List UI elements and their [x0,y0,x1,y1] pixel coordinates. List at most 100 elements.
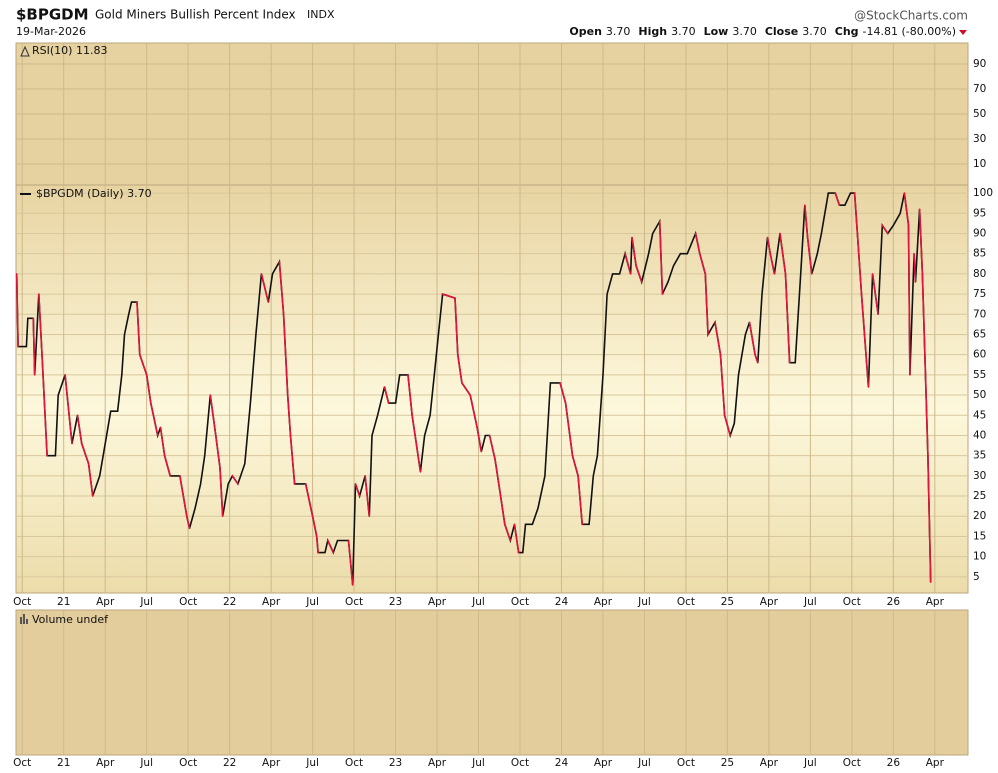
index-name: Gold Miners Bullish Percent Index [95,8,296,22]
x-tick-label: Jul [471,757,485,769]
decline-segment [80,442,90,465]
x-tick-label: Oct [179,757,197,769]
exchange: INDX [307,8,335,21]
decline-segment [441,293,456,299]
x-tick-label: Oct [677,757,695,769]
series-legend: $BPGDM (Daily) 3.70 [36,187,152,200]
quote-value: 3.70 [732,25,757,38]
decline-segment [364,475,371,518]
volume-panel [15,609,969,756]
decline-segment [38,293,43,348]
y-tick-label: 50 [973,108,986,120]
decline-segment [804,204,809,239]
decline-segment [311,515,318,538]
y-tick-label: 90 [973,58,986,70]
decline-segment [853,192,859,235]
y-tick-label: 10 [973,158,986,170]
x-tick-label: 25 [721,757,734,769]
y-tick-label: 5 [973,571,980,583]
price-panel [15,184,969,594]
y-tick-label: 10 [973,551,986,563]
decline-segment [315,535,319,554]
decline-segment [698,252,707,275]
decline-segment [918,208,924,275]
y-tick-label: 70 [973,308,986,320]
decline-segment [145,374,152,404]
decline-segment [907,224,911,376]
y-tick-label: 65 [973,328,986,340]
decline-segment [559,382,567,404]
x-tick-label: Oct [843,757,861,769]
y-tick-label: 35 [973,450,986,462]
decline-segment [150,402,159,437]
y-tick-label: 100 [973,187,993,199]
date: 19-Mar-2026 [16,25,86,38]
x-tick-label: 22 [223,596,236,608]
decline-segment [87,462,94,497]
decline-segment [748,321,756,356]
decline-segment [32,317,36,376]
x-tick-label: 26 [887,757,901,769]
x-tick-label: Apr [428,596,447,608]
decline-segment [64,374,73,445]
x-tick-label: 25 [721,596,734,608]
decline-segment [136,301,141,356]
x-tick-label: Oct [345,596,363,608]
decline-segment [215,434,221,469]
quote-label: Chg [835,25,859,38]
x-tick-label: Apr [428,757,447,769]
y-tick-label: 25 [973,490,986,502]
y-tick-label: 30 [973,133,986,145]
x-tick-label: Jul [139,757,153,769]
x-tick-label: Jul [305,757,319,769]
quote-label: Low [704,25,729,38]
rsi-icon [20,45,30,57]
decline-segment [454,297,459,356]
x-tick-label: Jul [139,596,153,608]
volume-legend: Volume undef [32,613,109,626]
volume-icon [20,617,22,624]
x-tick-label: Apr [594,596,613,608]
x-tick-label: Apr [262,596,281,608]
decline-segment [289,434,296,485]
decline-segment [476,426,483,453]
decline-segment [571,454,579,477]
y-tick-label: 90 [973,227,986,239]
x-tick-label: Oct [345,757,363,769]
rsi-legend: RSI(10) 11.83 [32,44,107,57]
x-tick-label: 23 [389,757,402,769]
quote-label: Close [765,25,798,38]
decline-segment [461,382,472,396]
decline-segment [347,539,354,586]
x-tick-label: 21 [57,757,70,769]
decline-segment [327,539,335,554]
decline-segment [163,454,171,477]
y-tick-label: 15 [973,530,986,542]
x-tick-label: Apr [926,757,945,769]
x-tick-label: Apr [594,757,613,769]
decline-segment [577,475,584,526]
down-arrow [959,30,967,35]
quote-label: High [638,25,667,38]
decline-segment [913,252,917,283]
y-tick-label: 80 [973,268,986,280]
y-tick-label: 85 [973,248,986,260]
decline-segment [924,361,929,457]
decline-segment [714,321,722,356]
y-tick-label: 75 [973,288,986,300]
x-tick-label: Jul [471,596,485,608]
y-tick-label: 60 [973,349,986,361]
decline-segment [503,523,512,542]
x-tick-label: Apr [96,596,115,608]
x-tick-label: 24 [555,757,569,769]
decline-segment [779,232,787,275]
grid [16,43,968,755]
quote-value: 3.70 [802,25,827,38]
decline-segment [209,394,217,437]
x-tick-label: Oct [13,596,31,608]
decline-segment [499,495,506,526]
quote-value: 3.70 [606,25,631,38]
y-tick-label: 45 [973,409,986,421]
x-tick-label: Apr [262,757,281,769]
decline-segment [40,345,48,457]
